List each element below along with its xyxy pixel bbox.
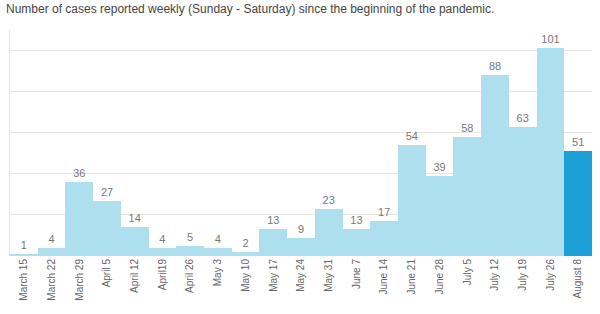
svg-text:54: 54 xyxy=(406,130,418,142)
svg-text:June 14: June 14 xyxy=(378,259,389,295)
svg-text:39: 39 xyxy=(433,161,445,173)
svg-text:4: 4 xyxy=(49,233,55,245)
svg-text:17: 17 xyxy=(378,206,390,218)
svg-text:4: 4 xyxy=(215,233,221,245)
svg-text:58: 58 xyxy=(461,122,473,134)
svg-text:101: 101 xyxy=(541,33,559,45)
svg-text:5: 5 xyxy=(187,231,193,243)
svg-text:June 7: June 7 xyxy=(351,259,362,289)
svg-text:51: 51 xyxy=(572,136,584,148)
svg-text:April19: April19 xyxy=(157,259,168,291)
svg-text:May 10: May 10 xyxy=(240,259,251,292)
svg-text:May 17: May 17 xyxy=(268,259,279,292)
svg-text:23: 23 xyxy=(323,194,335,206)
svg-text:March 15: March 15 xyxy=(18,259,29,301)
svg-text:4: 4 xyxy=(159,233,165,245)
svg-text:May 24: May 24 xyxy=(295,259,306,292)
svg-text:August 8: August 8 xyxy=(572,259,583,299)
svg-text:13: 13 xyxy=(267,214,279,226)
svg-text:Number of cases reported weekl: Number of cases reported weekly (Sunday … xyxy=(6,2,494,16)
svg-text:June 28: June 28 xyxy=(434,259,445,295)
svg-text:27: 27 xyxy=(101,186,113,198)
svg-text:36: 36 xyxy=(73,167,85,179)
svg-text:88: 88 xyxy=(489,60,501,72)
svg-text:April 5: April 5 xyxy=(101,259,112,288)
svg-text:2: 2 xyxy=(243,237,249,249)
svg-text:March 29: March 29 xyxy=(74,259,85,301)
svg-text:June 21: June 21 xyxy=(406,259,417,295)
svg-text:March 22: March 22 xyxy=(46,259,57,301)
svg-text:May 3: May 3 xyxy=(212,259,223,287)
svg-text:1: 1 xyxy=(21,239,27,251)
svg-text:July 5: July 5 xyxy=(462,259,473,286)
svg-text:July 19: July 19 xyxy=(517,259,528,291)
svg-text:April 26: April 26 xyxy=(184,259,195,293)
svg-text:April 12: April 12 xyxy=(129,259,140,293)
svg-text:13: 13 xyxy=(350,214,362,226)
svg-text:14: 14 xyxy=(129,212,141,224)
svg-text:July 12: July 12 xyxy=(489,259,500,291)
svg-text:9: 9 xyxy=(298,223,304,235)
svg-text:May 31: May 31 xyxy=(323,259,334,292)
svg-text:July 26: July 26 xyxy=(545,259,556,291)
svg-text:63: 63 xyxy=(517,112,529,124)
